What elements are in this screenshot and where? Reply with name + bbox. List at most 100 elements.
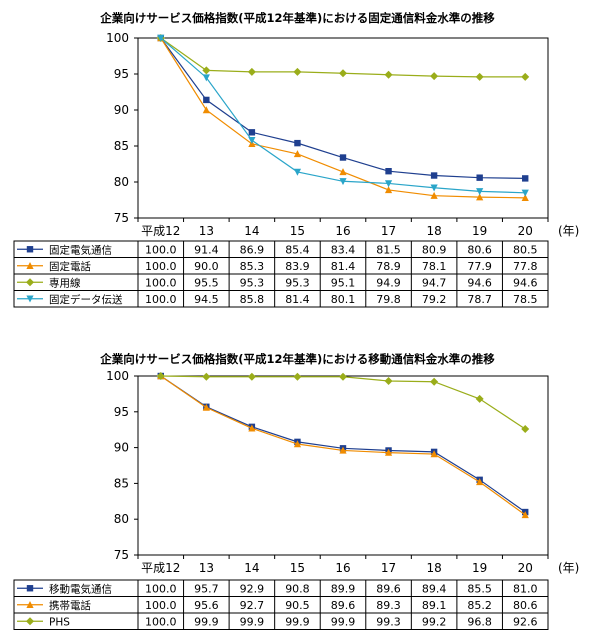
data-point — [294, 139, 301, 147]
x-unit-label: (年) — [558, 224, 579, 238]
data-point — [202, 372, 211, 381]
data-point — [293, 150, 302, 158]
table-cell: 78.7 — [467, 293, 492, 306]
table-cell: 83.9 — [285, 260, 310, 273]
legend-marker — [26, 295, 34, 303]
table-cell: 100.0 — [145, 582, 177, 595]
table-cell: 89.3 — [376, 599, 401, 612]
data-point — [384, 448, 393, 456]
series-移動電気通信 — [157, 372, 529, 516]
series-line — [160, 375, 526, 513]
data-point — [202, 403, 210, 411]
x-tick-label: 14 — [244, 561, 259, 575]
table-cell: 80.6 — [513, 599, 538, 612]
series-label: 固定電話 — [49, 260, 91, 273]
series-固定電話 — [157, 34, 529, 202]
data-point — [203, 96, 210, 104]
table-cell: 78.1 — [422, 260, 447, 273]
table-cell: 81.4 — [331, 260, 356, 273]
data-point — [521, 194, 529, 202]
table-cell: 92.6 — [513, 615, 538, 628]
data-point — [521, 424, 530, 433]
table-cell: 90.0 — [194, 260, 219, 273]
series-専用線 — [156, 34, 530, 81]
y-tick-label: 90 — [114, 441, 129, 455]
data-point — [476, 193, 484, 201]
legend-marker — [26, 278, 34, 287]
table-cell: 85.2 — [467, 599, 492, 612]
chart-title: 企業向けサービス価格指数(平成12年基準)における移動通信料金水準の推移 — [100, 352, 495, 366]
table-cell: 90.8 — [285, 582, 310, 595]
mobile-comm-chart-panel: 企業向けサービス価格指数(平成12年基準)における移動通信料金水準の推移 75 8… — [0, 345, 595, 639]
table-cell: 80.1 — [331, 293, 356, 306]
table-cell: 94.6 — [513, 276, 538, 289]
data-table: 固定電気通信 100.0 91.4 86.9 85.4 83.4 81.5 80.9 80.6 8… — [13, 240, 549, 308]
table-cell: 79.8 — [376, 293, 401, 306]
data-point — [339, 446, 347, 454]
table-cell: 100.0 — [145, 276, 177, 289]
data-point — [248, 424, 256, 432]
data-point — [339, 69, 347, 78]
series-PHS — [156, 372, 530, 433]
series-line — [160, 375, 526, 430]
data-point — [248, 137, 256, 145]
y-tick-label: 90 — [114, 103, 129, 117]
data-point — [293, 168, 302, 176]
table-cell: 81.4 — [285, 293, 310, 306]
y-tick-label: 85 — [114, 476, 129, 490]
data-point — [385, 168, 392, 175]
data-point — [430, 377, 439, 386]
table-cell: 100.0 — [145, 599, 177, 612]
y-tick-label: 75 — [114, 211, 129, 225]
legend-marker — [26, 246, 34, 253]
table-cell: 99.9 — [285, 615, 310, 628]
table-cell: 99.2 — [422, 615, 447, 628]
table-cell: 85.4 — [285, 243, 310, 256]
data-point — [339, 178, 347, 186]
data-point — [476, 188, 484, 196]
table-cell: 86.9 — [240, 243, 265, 256]
table-cell: 78.5 — [513, 293, 538, 306]
table-cell: 100.0 — [145, 293, 177, 306]
table-cell: 95.1 — [331, 276, 356, 289]
x-tick-label: 平成12 — [141, 561, 180, 575]
data-point — [430, 172, 438, 179]
table-cell: 94.7 — [422, 276, 447, 289]
table-cell: 85.8 — [240, 293, 265, 306]
table-cell: 94.5 — [194, 293, 219, 306]
table-cell: 83.4 — [331, 243, 356, 256]
table-cell: 85.3 — [240, 260, 265, 273]
x-tick-label: 平成12 — [141, 224, 180, 238]
table-cell: 99.9 — [240, 615, 265, 628]
y-tick-label: 95 — [114, 67, 129, 81]
data-point — [430, 450, 438, 458]
table-cell: 80.9 — [422, 243, 447, 256]
y-tick-label: 95 — [114, 405, 129, 419]
y-tick-label: 85 — [114, 139, 129, 153]
series-固定データ伝送 — [157, 34, 529, 197]
data-point — [384, 377, 393, 386]
data-point — [521, 511, 529, 519]
data-point — [202, 74, 210, 82]
table-border — [13, 579, 549, 630]
x-tick-label: 17 — [381, 561, 396, 575]
fixed-comm-chart: 75 80 85 90 95 100 平成12 13 14 15 16 17 18 19 20 (年) 固定電気… — [13, 31, 579, 308]
legend-marker — [26, 617, 34, 626]
table-cell: 99.9 — [331, 615, 356, 628]
x-tick-label: 19 — [472, 224, 487, 238]
series-label: 携帯電話 — [49, 599, 91, 612]
table-cell: 100.0 — [145, 615, 177, 628]
data-point — [248, 129, 256, 136]
chart-title: 企業向けサービス価格指数(平成12年基準)における固定通信料金水準の推移 — [100, 11, 495, 25]
data-point — [247, 372, 256, 381]
data-point — [202, 66, 211, 75]
data-point — [476, 174, 483, 181]
x-tick-label: 19 — [472, 561, 487, 575]
data-point — [522, 175, 529, 182]
data-point — [202, 106, 210, 114]
data-point — [430, 184, 438, 192]
y-tick-label: 75 — [114, 548, 129, 562]
table-cell: 81.0 — [513, 582, 538, 595]
data-point — [293, 67, 302, 76]
x-tick-label: 15 — [290, 561, 305, 575]
